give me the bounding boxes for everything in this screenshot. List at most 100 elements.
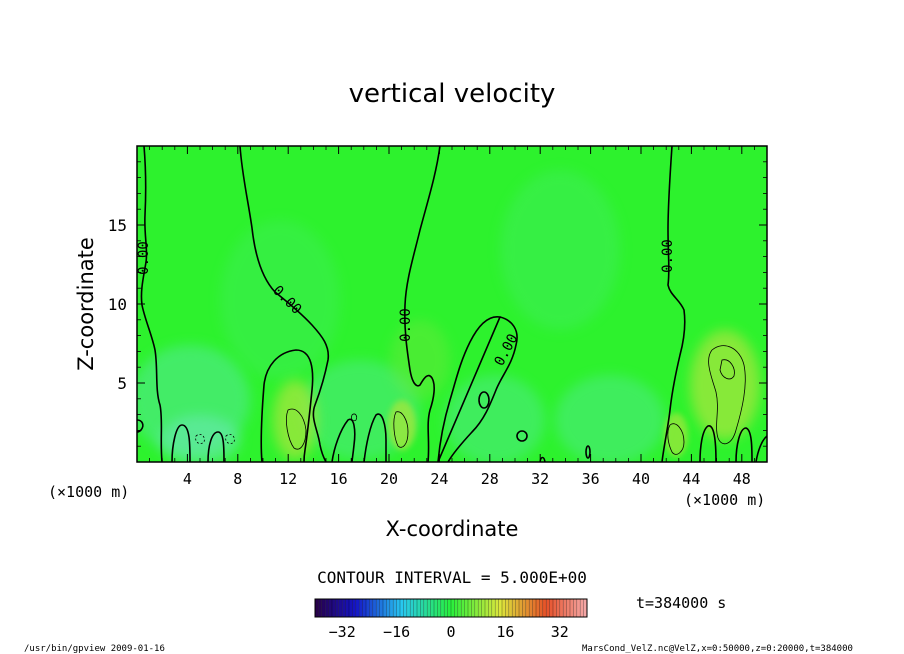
colorbar-cell [423,599,428,617]
contour-small-bump-5 [699,425,717,462]
x-tick-label: 8 [233,470,242,488]
contour-small-bump-4 [363,413,387,462]
colorbar-cell [580,599,584,617]
colorbar-cell [434,599,438,617]
colorbar-cell [345,599,349,617]
colorbar-cell [403,599,407,617]
colorbar-tick-label: 32 [551,623,569,641]
x-axis-label: X-coordinate [386,517,519,541]
colorbar-cell [566,599,570,617]
contour-label: 0.00 [398,308,414,342]
contour-small-loop-1 [478,391,490,409]
x-tick-label: 28 [481,470,499,488]
colorbar-cell [400,599,404,617]
contour-small-bump-1 [171,424,191,462]
colorbar-cell [389,599,394,617]
colorbar-cell [512,599,516,617]
colorbar-cell [328,599,332,617]
colorbar: −32 −16 0 16 32 [314,598,588,641]
colorbar-cell [369,599,373,617]
colorbar-cell [362,599,366,617]
colorbar-cell [325,599,329,617]
colorbar-cell [481,599,485,617]
colorbar-cell [359,599,363,617]
x-tick-label: 40 [632,470,650,488]
x-axis: 4 8 12 16 20 24 28 32 36 40 44 48 [149,146,755,488]
x-unit-right: (×1000 m) [684,491,765,509]
y-tick-label: 5 [117,374,127,393]
contour-small-loop-2 [516,430,528,442]
colorbar-cell [478,599,482,617]
colorbar-cell [386,599,390,617]
colorbar-cell [553,599,557,617]
colorbar-cell [491,599,496,617]
colorbar-cell [430,599,434,617]
thin-contour-small [351,413,358,422]
y-axis-label: Z-coordinate [74,237,98,371]
colorbar-cell [573,599,577,617]
colorbar-cell [342,599,346,617]
colorbar-cell [335,599,339,617]
contour-right-center-loop [437,316,518,462]
thin-contours [195,345,746,455]
colorbar-cell [355,599,360,617]
colorbar-cell [321,599,326,617]
contour-small-bump-3 [331,418,356,462]
colorbar-cell [366,599,370,617]
colorbar-cell [532,599,536,617]
colorbar-tick-label: −16 [383,623,410,641]
colorbar-cell [461,599,465,617]
thin-contour-3 [667,423,685,455]
chart-title: vertical velocity [349,79,556,109]
colorbar-cell [515,599,519,617]
colorbar-cell [529,599,533,617]
footer-left: /usr/bin/gpview 2009-01-16 [24,644,165,654]
contour-interval-label: CONTOUR INTERVAL = 5.000E+00 [317,568,587,587]
colorbar-cell [576,599,581,617]
colorbar-cell [454,599,458,617]
colorbar-cell [406,599,411,617]
colorbar-cell [447,599,451,617]
colorbar-cell [583,599,587,617]
contour-label: 0.00 [136,241,152,275]
colorbar-cell [559,599,564,617]
thin-contour-4 [708,345,746,445]
colorbar-cell [505,599,509,617]
colorbar-cell [495,599,499,617]
colorbar-tick-label: 16 [496,623,514,641]
colorbar-cell [396,599,400,617]
contour-right [661,146,686,462]
colorbar-cell [570,599,574,617]
thin-contour-dashed-2 [225,434,235,444]
y-axis: 5 10 15 [108,161,767,447]
colorbar-cell [563,599,567,617]
x-tick-label: 44 [682,470,700,488]
colorbar-cell [549,599,553,617]
color-field-patches [137,170,760,462]
contour-label: 0.00 [660,239,676,273]
x-tick-label: 16 [330,470,348,488]
colorbar-cell [352,599,356,617]
colorbar-cell [420,599,424,617]
colorbar-cell [332,599,336,617]
x-tick-label: 48 [733,470,751,488]
colorbar-cell [508,599,513,617]
colorbar-cell [315,599,319,617]
colorbar-cell [338,599,343,617]
colorbar-cell [376,599,380,617]
colorbar-cell [393,599,397,617]
colorbar-cell [474,599,479,617]
colorbar-tick-label: −32 [329,623,356,641]
colorbar-cell [383,599,387,617]
colorbar-cell [444,599,448,617]
contour-small-bump-7 [755,435,767,462]
colorbar-cell [318,599,322,617]
x-tick-label: 24 [430,470,448,488]
colorbar-cells [314,599,587,617]
colorbar-cell [410,599,414,617]
colorbar-frame [314,598,588,618]
colorbar-cell [498,599,502,617]
thin-contour-1 [286,408,307,450]
colorbar-cell [437,599,441,617]
